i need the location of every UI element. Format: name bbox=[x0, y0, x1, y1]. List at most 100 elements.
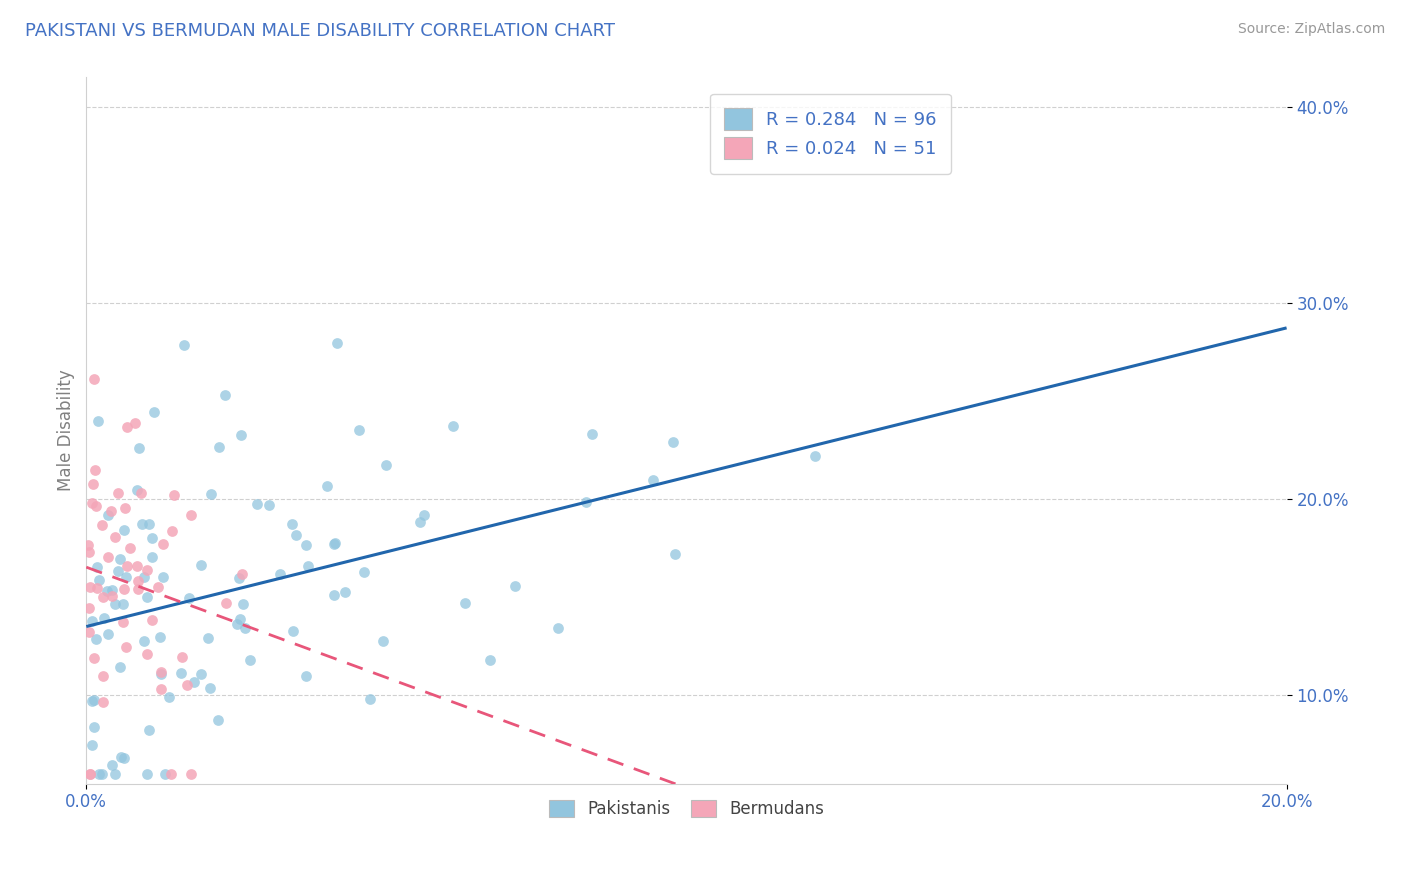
Point bbox=[180, 767, 202, 781]
Point bbox=[197, 632, 219, 646]
Point bbox=[77, 624, 100, 639]
Point bbox=[125, 558, 148, 573]
Point bbox=[83, 650, 105, 665]
Point bbox=[228, 571, 250, 585]
Point bbox=[112, 524, 135, 538]
Point bbox=[353, 565, 375, 579]
Point bbox=[90, 767, 112, 781]
Point bbox=[83, 462, 105, 476]
Point bbox=[176, 677, 198, 691]
Text: Source: ZipAtlas.com: Source: ZipAtlas.com bbox=[1237, 22, 1385, 37]
Point bbox=[208, 440, 231, 454]
Point bbox=[170, 665, 193, 680]
Point bbox=[114, 500, 136, 515]
Point bbox=[323, 537, 346, 551]
Point bbox=[77, 538, 100, 552]
Point bbox=[315, 479, 337, 493]
Point bbox=[229, 428, 252, 442]
Point bbox=[79, 580, 101, 594]
Point bbox=[160, 524, 183, 538]
Point bbox=[82, 476, 104, 491]
Point bbox=[111, 615, 134, 629]
Point bbox=[115, 570, 138, 584]
Point bbox=[172, 649, 194, 664]
Point bbox=[359, 692, 381, 706]
Point bbox=[82, 614, 104, 628]
Point bbox=[326, 335, 349, 350]
Point bbox=[136, 648, 159, 662]
Point bbox=[257, 498, 280, 512]
Point bbox=[148, 581, 170, 595]
Point bbox=[149, 631, 172, 645]
Point bbox=[101, 583, 124, 598]
Point bbox=[86, 560, 108, 574]
Point bbox=[117, 420, 139, 434]
Point bbox=[96, 549, 118, 564]
Point bbox=[107, 564, 129, 578]
Point bbox=[82, 694, 104, 708]
Point bbox=[153, 767, 176, 781]
Point bbox=[77, 601, 100, 615]
Point bbox=[207, 713, 229, 727]
Point bbox=[503, 579, 526, 593]
Point bbox=[86, 632, 108, 647]
Point bbox=[413, 508, 436, 522]
Point bbox=[323, 535, 346, 549]
Point bbox=[269, 567, 291, 582]
Point bbox=[239, 653, 262, 667]
Point bbox=[149, 682, 172, 697]
Point bbox=[214, 388, 236, 402]
Point bbox=[124, 417, 146, 431]
Point bbox=[233, 621, 256, 635]
Point bbox=[89, 574, 111, 588]
Point bbox=[83, 693, 105, 707]
Point bbox=[803, 449, 825, 463]
Point bbox=[226, 617, 249, 632]
Point bbox=[141, 549, 163, 564]
Point bbox=[108, 660, 131, 674]
Point bbox=[297, 559, 319, 574]
Point bbox=[127, 574, 149, 588]
Point bbox=[112, 582, 135, 596]
Point bbox=[152, 537, 174, 551]
Point bbox=[100, 504, 122, 518]
Point bbox=[375, 458, 398, 472]
Point bbox=[149, 665, 172, 680]
Point bbox=[173, 337, 195, 351]
Point bbox=[575, 495, 598, 509]
Point bbox=[77, 544, 100, 558]
Point bbox=[134, 634, 156, 648]
Point bbox=[323, 588, 346, 602]
Point bbox=[107, 486, 129, 500]
Point bbox=[136, 563, 159, 577]
Point bbox=[190, 558, 212, 572]
Point bbox=[371, 634, 394, 648]
Point bbox=[127, 582, 149, 596]
Point bbox=[125, 483, 148, 498]
Point bbox=[104, 767, 127, 781]
Point bbox=[91, 669, 114, 683]
Point bbox=[115, 558, 138, 573]
Point bbox=[141, 613, 163, 627]
Point bbox=[83, 720, 105, 734]
Point bbox=[100, 758, 122, 772]
Point bbox=[91, 590, 114, 604]
Point bbox=[83, 372, 105, 386]
Point bbox=[112, 750, 135, 764]
Point bbox=[295, 669, 318, 683]
Point bbox=[89, 767, 111, 781]
Point bbox=[82, 739, 104, 753]
Point bbox=[149, 667, 172, 681]
Point bbox=[294, 538, 316, 552]
Point bbox=[138, 517, 160, 532]
Point bbox=[333, 585, 356, 599]
Point bbox=[93, 611, 115, 625]
Point bbox=[96, 583, 118, 598]
Point bbox=[138, 723, 160, 737]
Point bbox=[111, 597, 134, 611]
Point bbox=[177, 591, 200, 605]
Point bbox=[180, 508, 202, 523]
Point bbox=[478, 653, 501, 667]
Point bbox=[664, 548, 686, 562]
Point bbox=[183, 675, 205, 690]
